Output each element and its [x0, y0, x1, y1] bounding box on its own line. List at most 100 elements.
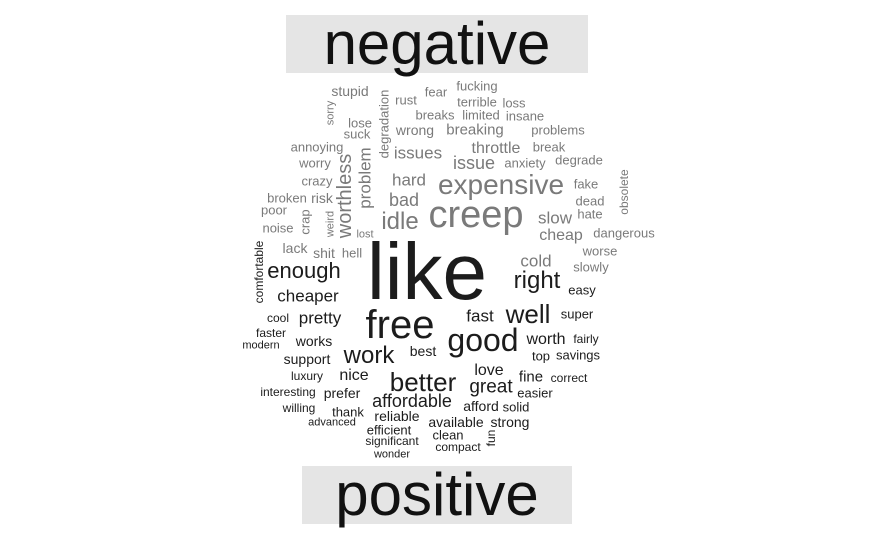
word-negative: terrible: [457, 94, 497, 110]
word-positive: wonder: [373, 448, 411, 461]
word-positive: savings: [555, 347, 601, 363]
word-negative: issue: [452, 153, 496, 173]
word-positive: interesting: [260, 385, 316, 399]
word-positive: nice: [339, 367, 369, 384]
word-positive: support: [283, 351, 331, 367]
word-negative: risk: [311, 190, 333, 206]
word-negative: stupid: [331, 83, 369, 99]
word-negative: cheap: [539, 227, 583, 244]
word-negative: problem: [355, 147, 375, 209]
word-negative: slow: [537, 208, 573, 228]
word-negative: dead: [575, 193, 605, 209]
word-negative: sorry: [324, 100, 337, 126]
word-negative: hate: [577, 206, 603, 222]
word-positive: prefer: [323, 385, 361, 401]
word-negative: degrade: [555, 152, 603, 168]
word-positive: afford: [463, 398, 499, 414]
word-positive: strong: [490, 414, 530, 430]
word-positive: solid: [502, 399, 530, 415]
word-negative: poor: [260, 202, 288, 218]
word-positive: clean: [432, 427, 464, 443]
word-negative: crazy: [301, 173, 333, 189]
word-positive: modern: [242, 339, 280, 352]
word-negative: breaks: [415, 107, 455, 123]
word-positive: fast: [466, 306, 494, 326]
word-negative: lost: [356, 228, 374, 241]
word-positive: fine: [518, 368, 544, 386]
word-negative: degradation: [376, 89, 392, 159]
word-negative: creep: [428, 194, 524, 236]
word-positive: advanced: [308, 416, 356, 429]
word-negative: crap: [297, 209, 313, 235]
word-positive: super: [560, 306, 594, 322]
word-negative: limited: [462, 107, 500, 123]
word-positive: good: [447, 322, 519, 358]
word-negative: dangerous: [593, 225, 655, 241]
word-positive: willing: [282, 401, 316, 415]
word-positive: fun: [484, 429, 498, 447]
negative-header: negative: [286, 14, 588, 74]
word-positive: free: [365, 303, 435, 347]
word-negative: insane: [505, 108, 545, 124]
word-positive: pretty: [298, 308, 342, 328]
word-negative: breaking: [446, 121, 504, 139]
word-positive: love: [474, 362, 504, 379]
word-positive: correct: [550, 371, 588, 385]
word-negative: bad: [388, 190, 420, 210]
word-negative: fucking: [456, 78, 498, 94]
word-negative: hard: [391, 170, 427, 190]
word-negative: broken: [267, 190, 307, 206]
word-positive: compact: [435, 440, 481, 454]
word-negative: suck: [343, 126, 371, 142]
word-negative: obsolete: [617, 169, 631, 215]
word-negative: loss: [502, 95, 526, 111]
word-positive: cool: [266, 311, 290, 325]
word-negative: noise: [262, 220, 294, 236]
word-positive: affordable: [372, 391, 452, 411]
word-negative: idle: [381, 208, 419, 235]
word-negative: weird: [324, 210, 337, 238]
word-positive: well: [505, 299, 551, 329]
word-negative: worry: [299, 155, 331, 171]
word-negative: cold: [520, 251, 552, 271]
word-positive: significant: [365, 434, 419, 448]
word-negative: issues: [393, 143, 443, 163]
word-positive: works: [295, 333, 333, 349]
word-negative: worse: [582, 243, 618, 259]
word-negative: fake: [573, 176, 599, 192]
word-positive: right: [513, 267, 561, 294]
word-negative: annoying: [290, 139, 344, 155]
positive-header: positive: [302, 465, 572, 525]
word-positive: comfortable: [252, 240, 266, 304]
word-positive: efficient: [366, 422, 412, 438]
word-positive: easy: [568, 282, 596, 298]
word-positive: worth: [526, 331, 566, 348]
word-negative: shit: [313, 245, 335, 261]
word-positive: best: [409, 343, 437, 359]
word-negative: lack: [282, 240, 308, 256]
word-positive: faster: [255, 326, 287, 340]
word-positive: thank: [332, 404, 364, 420]
word-positive: fairly: [573, 332, 599, 346]
word-negative: wrong: [395, 122, 435, 138]
word-positive: work: [343, 342, 395, 369]
word-positive: top: [531, 348, 551, 364]
word-negative: break: [532, 139, 566, 155]
word-negative: worthless: [334, 153, 356, 239]
word-negative: hell: [341, 245, 363, 261]
word-negative: expensive: [437, 169, 565, 200]
word-positive: luxury: [290, 369, 324, 383]
word-negative: problems: [531, 122, 585, 138]
word-negative: lose: [348, 115, 372, 131]
word-positive: easier: [517, 385, 553, 401]
word-positive: enough: [267, 258, 341, 283]
word-negative: throttle: [471, 140, 521, 157]
word-positive: available: [428, 414, 484, 430]
word-positive: better: [389, 367, 457, 397]
word-positive: like: [366, 227, 488, 316]
word-negative: fear: [424, 84, 448, 100]
word-positive: great: [469, 376, 513, 398]
word-positive: cheaper: [277, 286, 339, 306]
word-negative: rust: [395, 92, 417, 108]
word-negative: slowly: [573, 259, 609, 275]
